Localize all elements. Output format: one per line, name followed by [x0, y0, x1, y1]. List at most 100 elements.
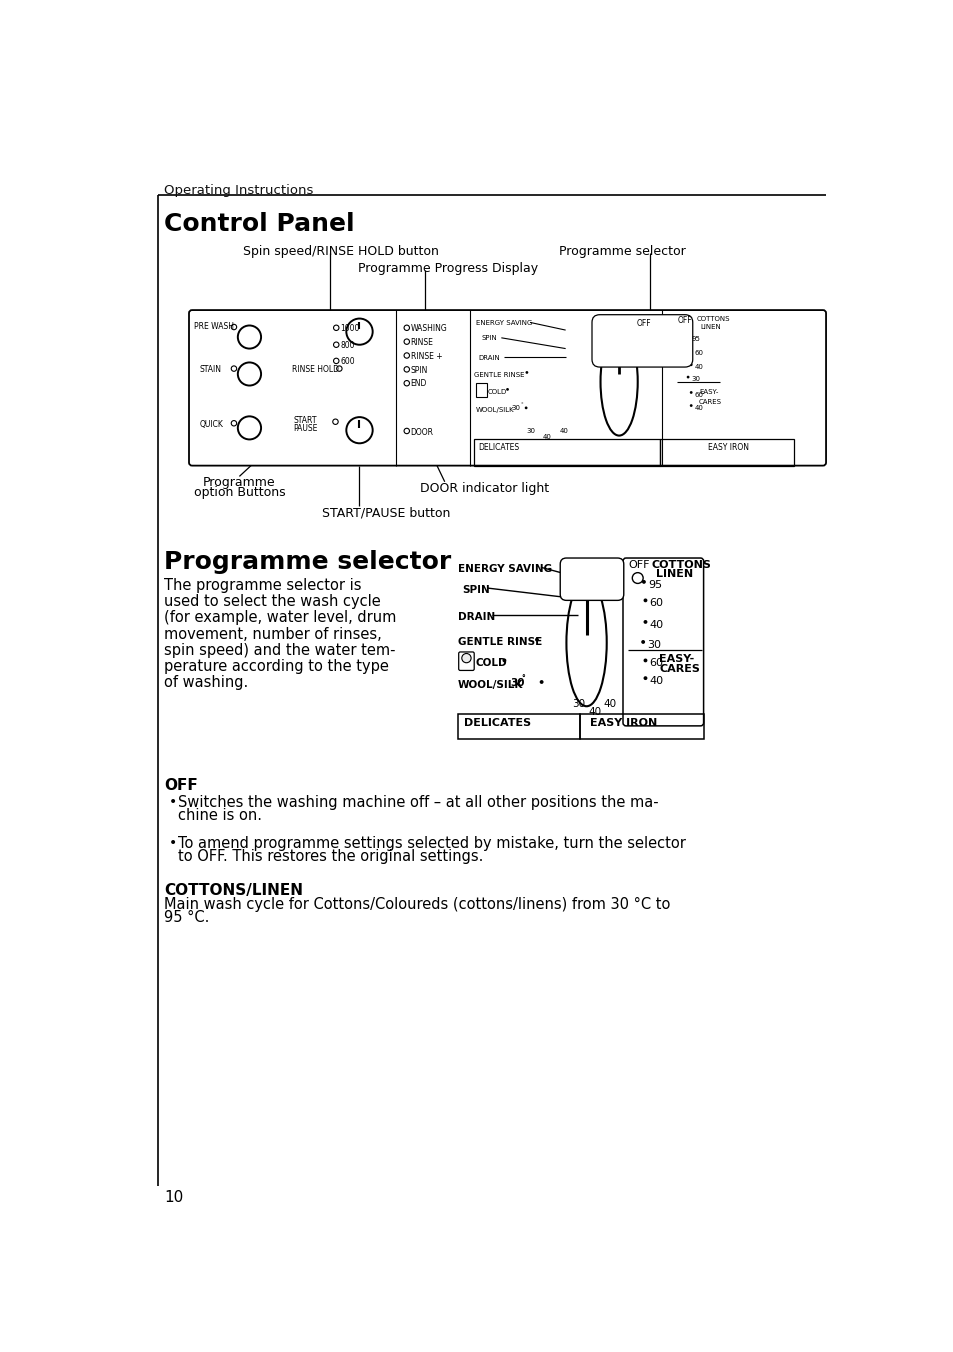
- Circle shape: [643, 599, 647, 602]
- Text: SPIN: SPIN: [461, 585, 489, 595]
- Text: CARES: CARES: [659, 664, 700, 675]
- Text: OFF: OFF: [677, 316, 691, 326]
- Text: option Buttons: option Buttons: [193, 487, 285, 499]
- Text: chine is on.: chine is on.: [178, 808, 262, 823]
- Text: 30: 30: [525, 427, 535, 434]
- Text: spin speed) and the water tem-: spin speed) and the water tem-: [164, 642, 395, 657]
- Text: RINSE: RINSE: [410, 338, 433, 347]
- Text: WOOL/SILK: WOOL/SILK: [476, 407, 514, 414]
- Text: RINSE HOLD: RINSE HOLD: [292, 365, 338, 373]
- Text: CARES: CARES: [699, 399, 721, 404]
- Text: 30: 30: [511, 404, 519, 411]
- Text: 40: 40: [603, 699, 616, 708]
- Text: COLD: COLD: [487, 388, 506, 395]
- Text: •: •: [169, 795, 177, 810]
- Text: °: °: [520, 403, 523, 407]
- Circle shape: [689, 391, 692, 393]
- Text: COLD: COLD: [476, 658, 507, 668]
- Text: LINEN: LINEN: [700, 324, 720, 330]
- Text: Programme selector: Programme selector: [164, 550, 451, 575]
- Text: OFF: OFF: [628, 560, 649, 569]
- Text: movement, number of rinses,: movement, number of rinses,: [164, 626, 381, 642]
- Text: 60: 60: [694, 350, 702, 356]
- Text: OFF: OFF: [637, 319, 651, 327]
- Bar: [659, 439, 794, 465]
- Text: 30: 30: [691, 376, 700, 383]
- Text: QUICK: QUICK: [199, 420, 224, 429]
- Text: Main wash cycle for Cottons/Coloureds (cottons/linens) from 30 °C to: Main wash cycle for Cottons/Coloureds (c…: [164, 896, 670, 911]
- Text: OFF: OFF: [164, 779, 197, 794]
- Circle shape: [689, 364, 692, 366]
- Bar: [476, 383, 486, 397]
- Text: °: °: [521, 675, 525, 684]
- Text: 800: 800: [340, 341, 355, 350]
- Text: COTTONS: COTTONS: [651, 560, 711, 569]
- Text: 60: 60: [649, 658, 662, 668]
- Circle shape: [535, 638, 538, 642]
- Bar: [457, 714, 579, 740]
- Text: Programme: Programme: [203, 476, 275, 489]
- Circle shape: [643, 658, 647, 662]
- Text: •: •: [169, 836, 177, 850]
- Text: DOOR indicator light: DOOR indicator light: [419, 481, 549, 495]
- Text: Switches the washing machine off – at all other positions the ma-: Switches the washing machine off – at al…: [178, 795, 659, 810]
- Text: Operating Instructions: Operating Instructions: [164, 184, 314, 197]
- Text: Control Panel: Control Panel: [164, 212, 355, 237]
- Circle shape: [689, 404, 692, 407]
- Text: GENTLE RINSE: GENTLE RINSE: [474, 372, 524, 377]
- FancyBboxPatch shape: [559, 558, 623, 600]
- Ellipse shape: [599, 327, 637, 435]
- Text: SPIN: SPIN: [481, 335, 497, 342]
- Text: 10: 10: [164, 1190, 183, 1205]
- Circle shape: [643, 621, 647, 623]
- Text: START/PAUSE button: START/PAUSE button: [322, 507, 450, 519]
- Text: (for example, water level, drum: (for example, water level, drum: [164, 610, 396, 626]
- Circle shape: [643, 676, 647, 680]
- Text: STAIN: STAIN: [199, 365, 222, 373]
- Text: of washing.: of washing.: [164, 675, 248, 690]
- Text: COTTONS/LINEN: COTTONS/LINEN: [164, 883, 303, 898]
- Text: 40: 40: [558, 427, 568, 434]
- Text: Programme selector: Programme selector: [558, 246, 684, 258]
- Ellipse shape: [566, 579, 606, 706]
- Circle shape: [689, 350, 692, 353]
- Text: SPIN: SPIN: [410, 365, 428, 375]
- Text: 1000: 1000: [340, 324, 359, 333]
- Text: PAUSE: PAUSE: [294, 425, 317, 433]
- FancyBboxPatch shape: [592, 315, 692, 366]
- Text: to OFF. This restores the original settings.: to OFF. This restores the original setti…: [178, 849, 483, 864]
- Text: END: END: [410, 380, 427, 388]
- Text: 60: 60: [694, 392, 702, 397]
- Text: 30: 30: [510, 679, 524, 688]
- Text: EASY-: EASY-: [699, 388, 718, 395]
- Text: DRAIN: DRAIN: [457, 612, 495, 622]
- Bar: [579, 714, 703, 740]
- Circle shape: [506, 388, 508, 391]
- Text: 40: 40: [694, 364, 702, 370]
- Text: 40: 40: [649, 676, 662, 685]
- Text: perature according to the type: perature according to the type: [164, 658, 389, 673]
- Circle shape: [524, 407, 527, 410]
- Circle shape: [525, 370, 528, 375]
- Text: EASY IRON: EASY IRON: [589, 718, 657, 729]
- Text: To amend programme settings selected by mistake, turn the selector: To amend programme settings selected by …: [178, 836, 685, 850]
- Text: 95: 95: [691, 337, 700, 342]
- Text: 40: 40: [542, 434, 551, 439]
- Text: Programme Progress Display: Programme Progress Display: [357, 262, 537, 276]
- Text: 95: 95: [647, 580, 661, 589]
- Text: Spin speed/RINSE HOLD button: Spin speed/RINSE HOLD button: [243, 246, 438, 258]
- Circle shape: [641, 580, 645, 584]
- Text: 40: 40: [587, 707, 600, 717]
- Text: COTTONS: COTTONS: [696, 316, 729, 322]
- Text: used to select the wash cycle: used to select the wash cycle: [164, 595, 380, 610]
- Text: WOOL/SILK: WOOL/SILK: [457, 680, 523, 690]
- Bar: [474, 439, 659, 465]
- Text: 30: 30: [572, 699, 585, 708]
- Text: WASHING: WASHING: [410, 324, 447, 333]
- Circle shape: [640, 639, 644, 644]
- Text: 30: 30: [646, 639, 660, 650]
- Circle shape: [686, 335, 689, 338]
- Text: ENERGY SAVING: ENERGY SAVING: [476, 320, 532, 326]
- Text: DELICATES: DELICATES: [477, 442, 518, 452]
- Circle shape: [686, 376, 689, 379]
